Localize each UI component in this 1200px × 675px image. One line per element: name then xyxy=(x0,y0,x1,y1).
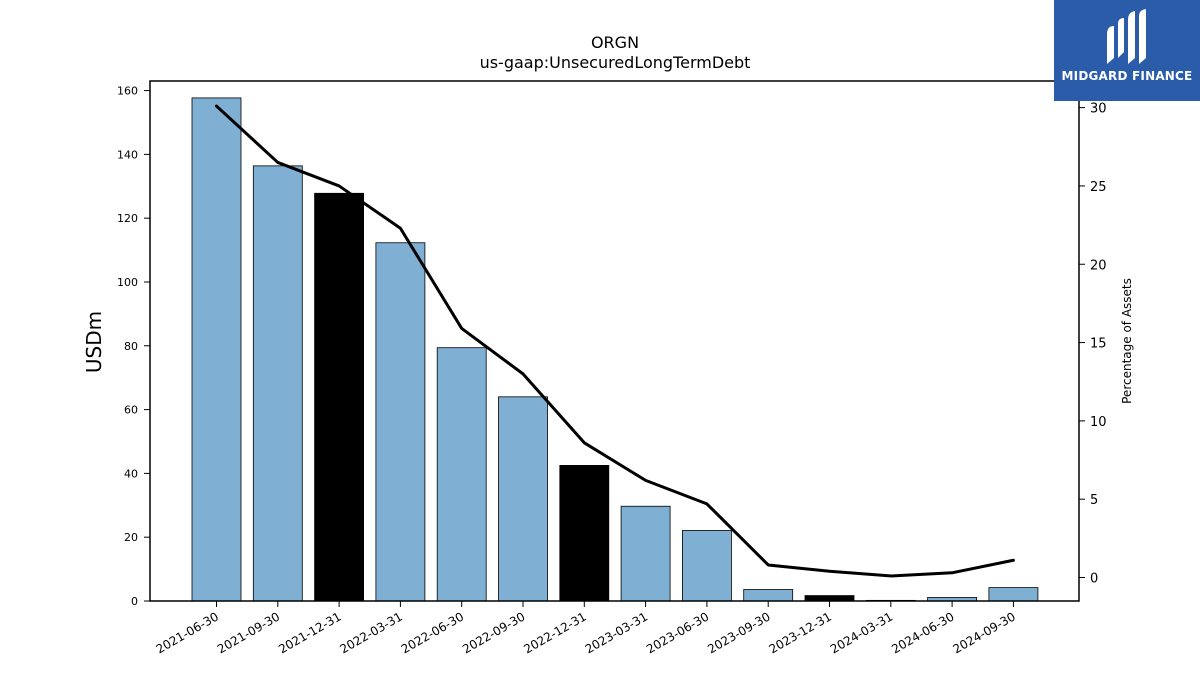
y-axis-label: USDm xyxy=(82,311,106,373)
y2-tick-label: 25 xyxy=(1090,180,1107,195)
bar-2023-09-30 xyxy=(743,589,794,602)
bar-2024-09-30 xyxy=(988,587,1039,602)
x-tick-label: 2021-09-30 xyxy=(215,609,282,656)
y-tick-label: 140 xyxy=(117,148,138,161)
y-tick-label: 100 xyxy=(117,276,138,289)
bar-2023-03-31 xyxy=(620,505,671,602)
x-tick-label: 2024-09-30 xyxy=(950,609,1017,656)
bar-2022-09-30 xyxy=(498,396,548,602)
chart-title: ORGN xyxy=(591,33,639,52)
brand-logo: MIDGARD FINANCE xyxy=(1054,0,1200,101)
x-tick-label: 2023-06-30 xyxy=(644,609,711,656)
y2-tick-label: 20 xyxy=(1090,258,1107,273)
bar-2023-06-30 xyxy=(682,530,732,602)
x-tick-label: 2021-06-30 xyxy=(154,609,221,656)
bar-2021-06-30 xyxy=(191,97,242,602)
y2-tick-label: 30 xyxy=(1090,102,1107,117)
midgard-logo-icon xyxy=(1107,9,1146,64)
y2-axis-label: Percentage of Assets xyxy=(1120,278,1134,404)
x-tick-label: 2024-06-30 xyxy=(889,609,956,656)
y2-tick-label: 5 xyxy=(1090,493,1098,508)
y-tick-label: 0 xyxy=(131,595,138,608)
y-tick-label: 120 xyxy=(117,212,138,225)
bars-group xyxy=(191,97,1039,602)
bar-2022-06-30 xyxy=(436,347,487,602)
y2-tick-label: 0 xyxy=(1090,572,1098,587)
x-tick-label: 2021-12-31 xyxy=(276,609,343,656)
bar-2021-12-31 xyxy=(314,192,365,602)
plot-frame xyxy=(149,80,1080,602)
x-tick-label: 2023-03-31 xyxy=(583,609,650,656)
line-group xyxy=(215,104,1015,578)
y-tick-label: 80 xyxy=(124,340,138,353)
y-tick-label: 40 xyxy=(124,467,138,480)
bar-2023-12-31 xyxy=(804,595,855,602)
x-tick-label: 2024-03-31 xyxy=(828,609,895,656)
x-tick-label: 2023-12-31 xyxy=(767,609,834,656)
bar-2021-09-30 xyxy=(252,165,303,602)
y-tick-label: 20 xyxy=(124,531,138,544)
y2-tick-label: 15 xyxy=(1090,337,1107,352)
y-tick-label: 60 xyxy=(124,404,138,417)
chart-subtitle: us-gaap:UnsecuredLongTermDebt xyxy=(480,53,751,72)
bar-2022-12-31 xyxy=(559,465,610,602)
x-tick-label: 2023-09-30 xyxy=(705,609,772,656)
y-tick-label: 160 xyxy=(117,85,138,98)
bar-2022-03-31 xyxy=(375,242,426,602)
x-tick-label: 2022-03-31 xyxy=(337,609,404,656)
x-tick-label: 2022-09-30 xyxy=(460,609,527,656)
x-tick-label: 2022-12-31 xyxy=(521,609,588,656)
y2-tick-label: 10 xyxy=(1090,415,1107,430)
brand-logo-text: MIDGARD FINANCE xyxy=(1061,69,1193,83)
percentage-line xyxy=(215,104,1015,578)
x-tick-label: 2022-06-30 xyxy=(399,609,466,656)
